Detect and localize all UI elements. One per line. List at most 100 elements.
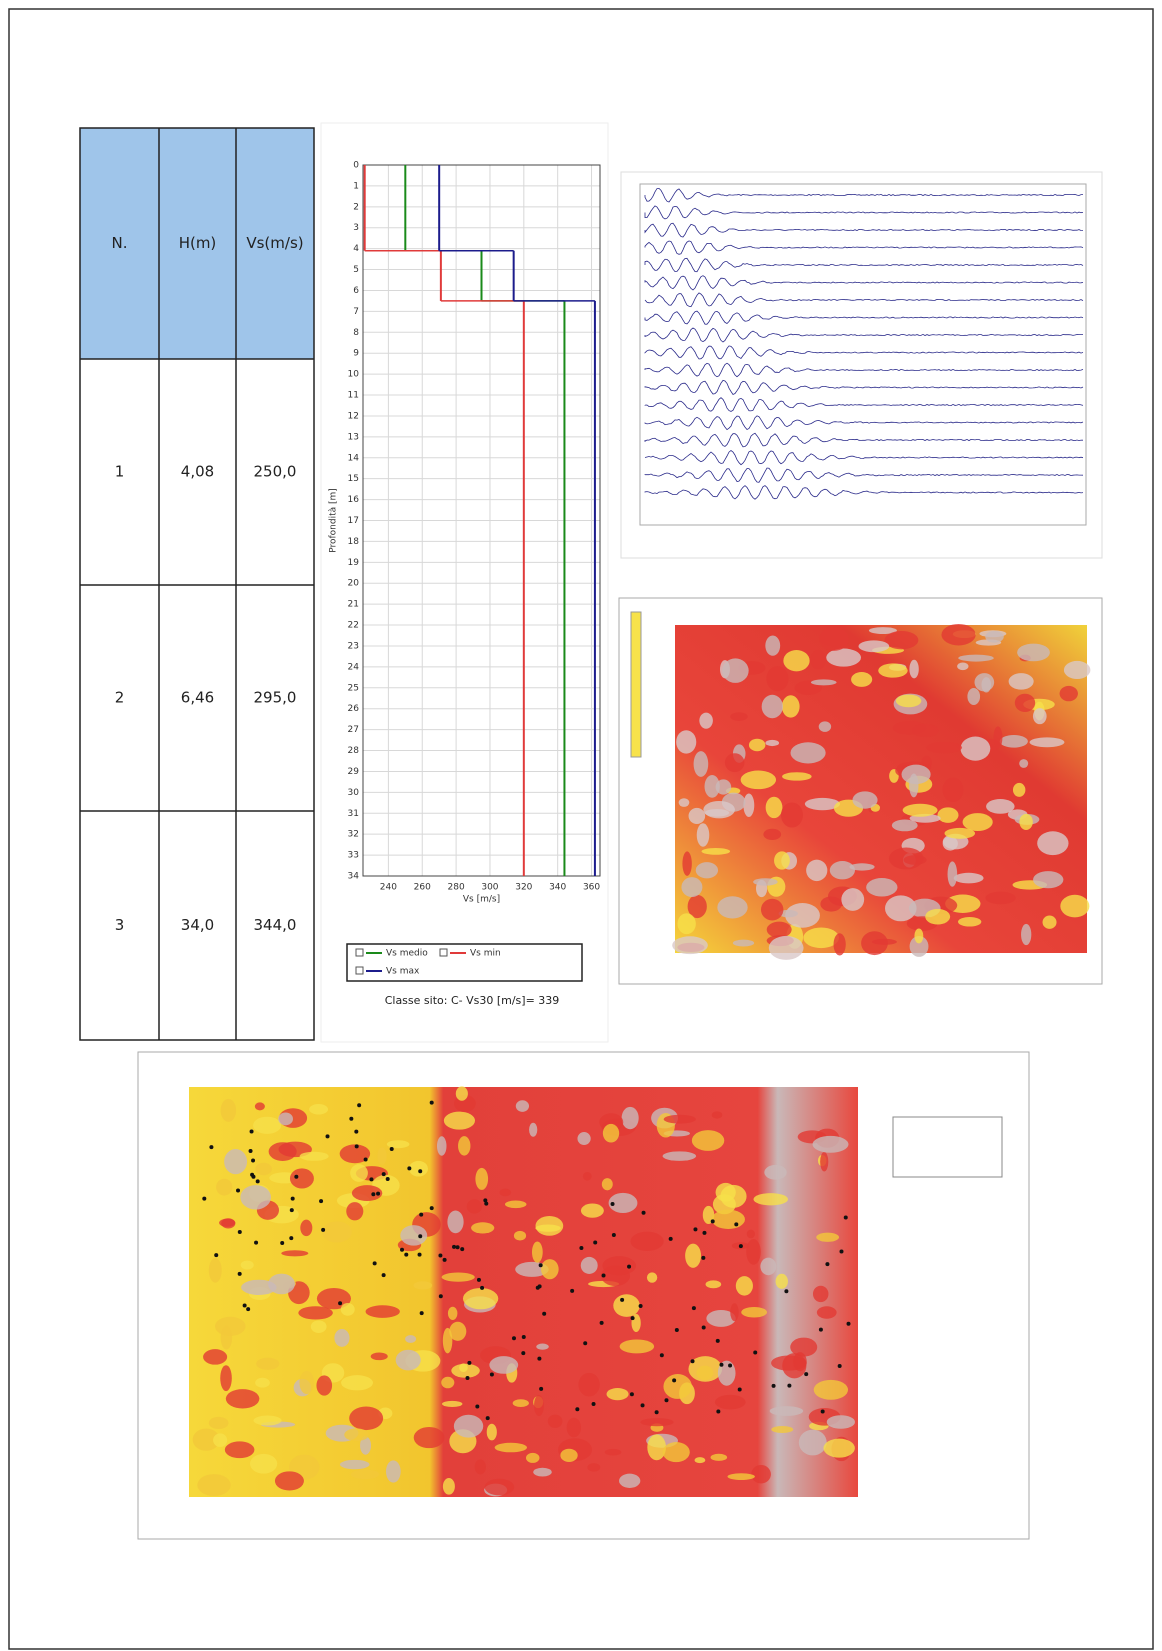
blob: [298, 1306, 333, 1320]
blob: [192, 1428, 220, 1451]
pick-dot: [787, 1383, 792, 1388]
blob: [711, 1209, 745, 1230]
blob: [764, 1164, 787, 1180]
legend-checkbox: [355, 948, 364, 957]
y-tick-label: 13: [348, 432, 359, 442]
blob: [953, 872, 984, 884]
cell: 6,46: [181, 689, 214, 707]
blob: [577, 1132, 591, 1146]
blob: [985, 630, 1004, 643]
blob: [967, 687, 981, 705]
pick-dot: [319, 1199, 324, 1204]
blob: [699, 712, 713, 729]
blob: [715, 779, 732, 795]
blob: [833, 933, 846, 956]
y-tick-label: 2: [353, 202, 359, 212]
blob: [888, 847, 924, 870]
blob: [763, 828, 782, 841]
blob: [732, 939, 755, 947]
blob: [613, 1294, 640, 1317]
pick-dot: [381, 1273, 386, 1278]
spectrum-blobs: [672, 623, 1091, 960]
blob: [365, 1305, 400, 1318]
blob: [386, 1140, 410, 1149]
blob: [703, 800, 735, 819]
blob: [341, 1375, 374, 1391]
pick-dot: [538, 1263, 543, 1268]
trace: [644, 327, 1083, 343]
blob: [377, 1147, 387, 1165]
blob: [203, 1349, 228, 1365]
table-border: [79, 127, 315, 1041]
color-scale: [630, 611, 642, 758]
blob: [812, 1285, 829, 1303]
blob: [986, 799, 1015, 814]
blob: [760, 1257, 777, 1276]
pick-dot: [702, 1230, 707, 1235]
y-tick-label: 20: [348, 579, 360, 589]
blob: [715, 1182, 736, 1202]
blob: [858, 640, 890, 653]
pick-dot: [640, 1403, 645, 1408]
trace: [644, 275, 1084, 291]
blob: [350, 1469, 380, 1480]
blob: [316, 1375, 333, 1396]
blob: [447, 1210, 464, 1234]
blob: [221, 1218, 236, 1229]
legend-checkbox: [439, 948, 448, 957]
y-tick-label: 21: [348, 600, 359, 610]
blob: [339, 1144, 371, 1164]
dispersion-legend: [892, 1116, 1003, 1178]
blob: [812, 1135, 849, 1153]
blob: [560, 1448, 578, 1462]
cell: 2: [115, 689, 125, 707]
blob: [911, 723, 939, 738]
blob: [278, 1112, 294, 1126]
blob: [350, 1164, 368, 1182]
pick-dot: [630, 1316, 635, 1321]
pick-dot: [417, 1252, 422, 1257]
y-tick-label: 33: [348, 851, 359, 861]
pick-dot: [419, 1212, 424, 1217]
trace: [644, 205, 1084, 220]
blob: [957, 662, 969, 671]
blob: [455, 1086, 468, 1101]
blob: [489, 1356, 519, 1374]
blob: [587, 1463, 601, 1472]
x-tick-label: 300: [481, 883, 498, 893]
blob: [947, 861, 958, 887]
header-cell: N.: [112, 234, 128, 252]
pick-dot: [591, 1402, 596, 1407]
pick-dot: [537, 1356, 542, 1361]
y-tick-label: 23: [348, 641, 359, 651]
blob: [999, 734, 1028, 748]
blob: [711, 1111, 723, 1119]
blob: [534, 1394, 544, 1417]
pick-dot: [579, 1245, 584, 1250]
blob: [525, 1452, 540, 1463]
blob: [441, 1272, 475, 1282]
pick-dot: [701, 1325, 706, 1330]
pick-dot: [255, 1179, 260, 1184]
blob: [993, 726, 1003, 749]
pick-dot: [629, 1392, 634, 1397]
blob: [717, 896, 748, 919]
blob: [619, 1473, 641, 1488]
blob: [250, 1453, 278, 1474]
cell: 1: [115, 463, 125, 481]
pick-dot: [659, 1353, 664, 1358]
pick-dot: [452, 1244, 457, 1249]
blob: [601, 1178, 613, 1191]
pick-dot: [354, 1144, 359, 1149]
blob: [810, 679, 837, 686]
blob: [385, 1460, 401, 1483]
pick-dot: [715, 1338, 720, 1343]
blob: [724, 753, 745, 773]
blob: [1042, 915, 1057, 929]
blob: [663, 1114, 696, 1124]
blob: [1059, 685, 1078, 702]
blob: [334, 1328, 350, 1347]
blob: [691, 1130, 725, 1151]
blob: [484, 1478, 515, 1496]
pick-dot: [372, 1261, 377, 1266]
